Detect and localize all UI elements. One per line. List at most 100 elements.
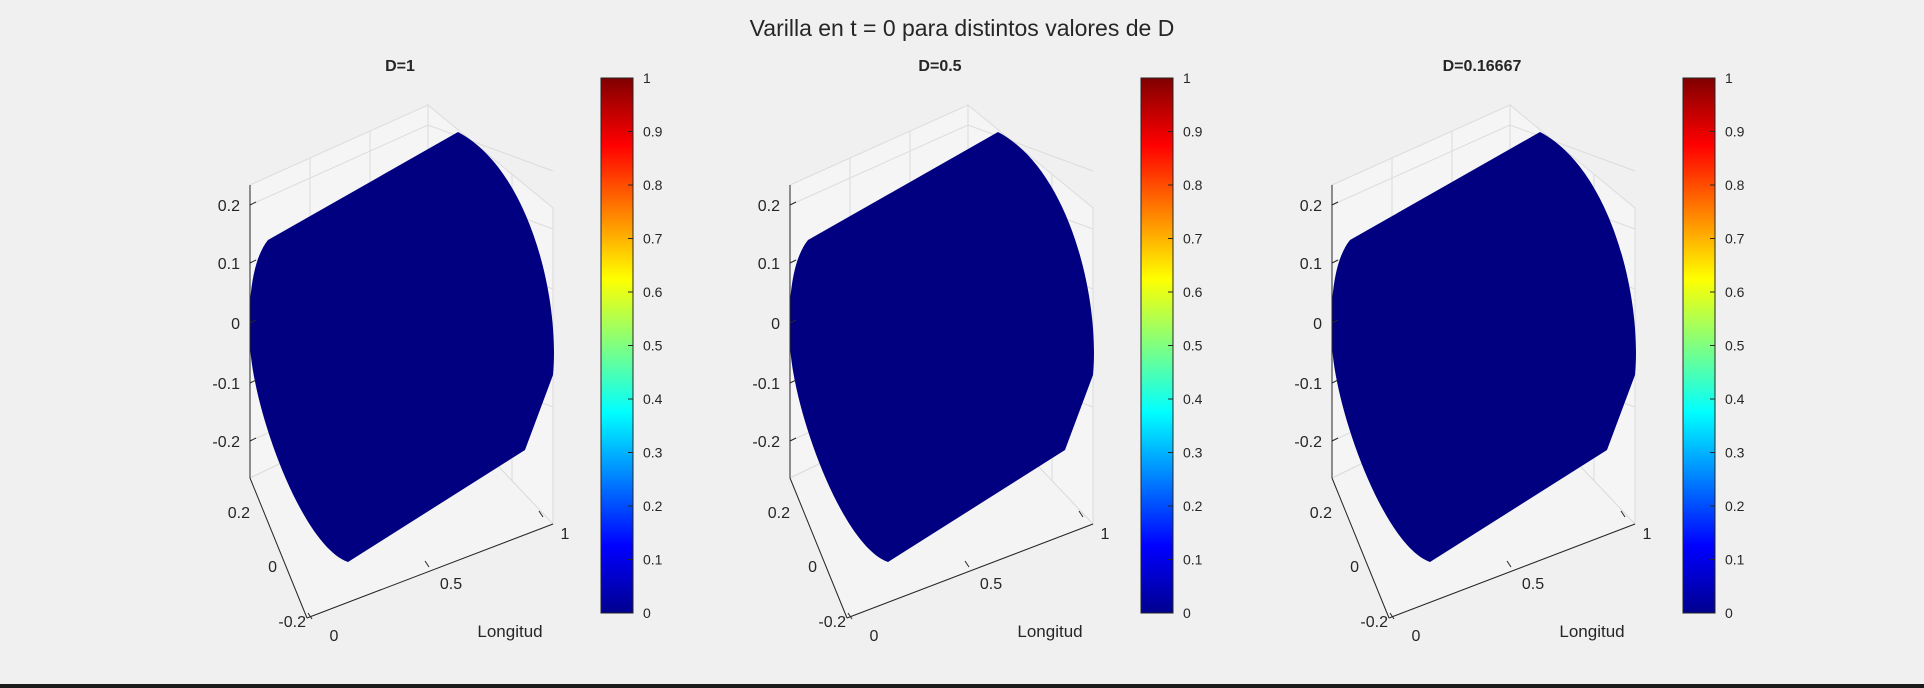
colorbar-tick-label: 0.2 — [1725, 498, 1745, 514]
figure-title: Varilla en t = 0 para distintos valores … — [750, 15, 1175, 41]
z-tick — [1331, 259, 1339, 264]
colorbar-tick-label: 0.8 — [1725, 177, 1745, 193]
z-tick — [789, 201, 797, 206]
colorbar-tick-label: 0.1 — [643, 552, 663, 568]
colorbar-tick-label: 0 — [1725, 605, 1733, 621]
colorbar — [1682, 77, 1716, 614]
z-tick — [249, 437, 257, 442]
x-axis-label: Longitud — [477, 622, 542, 641]
x-tick-label: 1 — [1643, 526, 1652, 543]
x-tick — [847, 612, 853, 620]
colorbar-tick-label: 0.4 — [643, 391, 663, 407]
colorbar-tick-label: 0 — [643, 605, 651, 621]
colorbar-tick-label: 0.6 — [1183, 284, 1203, 300]
colorbar-tick-label: 0.7 — [643, 231, 663, 247]
colorbar-tick-label: 1 — [1725, 70, 1733, 86]
z-tick-label: -0.2 — [212, 434, 240, 451]
subplot-title: D=0.5 — [918, 58, 961, 75]
z-tick-label: 0.2 — [218, 198, 240, 215]
x-tick-label: 0 — [1412, 628, 1421, 645]
colorbar-tick-label: 0.2 — [1183, 498, 1203, 514]
z-tick — [1331, 379, 1339, 384]
colorbar-tick-label: 0.3 — [643, 445, 663, 461]
subplot-1: 0.2 0.1 0 -0.1 -0.2 0.2 0 -0.2 0 0.5 1 Longitud D=1 0… — [212, 58, 662, 645]
colorbar-tick-label: 0.9 — [1183, 124, 1203, 140]
x-tick — [538, 510, 544, 518]
z-tick — [249, 259, 257, 264]
z-tick — [249, 319, 257, 324]
x-axis-label: Longitud — [1017, 622, 1082, 641]
x-axis-line — [846, 523, 1094, 619]
z-tick-label: 0.2 — [758, 198, 780, 215]
x-tick-label: 0 — [870, 628, 879, 645]
colorbar-tick-label: 1 — [1183, 70, 1191, 86]
y-tick-label: 0.2 — [1310, 505, 1332, 522]
z-tick-label: 0.1 — [218, 256, 240, 273]
window-bottom-edge — [0, 684, 1924, 688]
x-tick — [964, 560, 970, 568]
colorbar-tick-label: 0.5 — [1725, 338, 1745, 354]
x-tick-label: 0.5 — [980, 576, 1002, 593]
colorbar-tick-label: 0.8 — [643, 177, 663, 193]
colorbar-tick-label: 0 — [1183, 605, 1191, 621]
z-tick — [249, 201, 257, 206]
x-tick-label: 0.5 — [1522, 576, 1544, 593]
z-tick — [1331, 437, 1339, 442]
x-axis-line — [306, 523, 554, 619]
x-tick-label: 0 — [330, 628, 339, 645]
z-tick — [249, 379, 257, 384]
x-axis-line — [1388, 523, 1636, 619]
grid-line — [1331, 124, 1511, 206]
colorbar-tick-label: 0.2 — [643, 498, 663, 514]
z-tick-label: -0.1 — [212, 376, 240, 393]
y-tick-label: 0 — [808, 559, 817, 576]
x-tick — [424, 560, 430, 568]
y-tick-label: -0.2 — [1360, 614, 1388, 631]
colorbar-tick-label: 0.9 — [1725, 124, 1745, 140]
x-tick — [1506, 560, 1512, 568]
z-tick-label: 0 — [231, 316, 240, 333]
colorbar-tick-label: 0.7 — [1725, 231, 1745, 247]
grid-line — [1509, 124, 1636, 172]
z-tick-label: -0.2 — [752, 434, 780, 451]
z-tick — [1331, 319, 1339, 324]
grid-line — [249, 124, 429, 206]
z-tick — [1331, 201, 1339, 206]
rod-surface — [1331, 132, 1636, 562]
z-tick — [789, 379, 797, 384]
colorbar-tick-label: 0.9 — [643, 124, 663, 140]
y-axis-line — [789, 477, 848, 619]
y-tick-label: 0.2 — [228, 505, 250, 522]
grid-line — [789, 124, 969, 206]
x-tick-label: 1 — [561, 526, 570, 543]
colorbar-tick-label: 0.1 — [1725, 552, 1745, 568]
subplot-3: 0.2 0.1 0 -0.1 -0.2 0.2 0 -0.2 0 0.5 1 Longitud D=0.… — [1294, 58, 1744, 645]
z-tick — [789, 437, 797, 442]
y-tick-label: -0.2 — [818, 614, 846, 631]
z-tick — [789, 319, 797, 324]
x-tick — [1078, 510, 1084, 518]
y-tick-label: -0.2 — [278, 614, 306, 631]
z-tick-label: -0.1 — [1294, 376, 1322, 393]
y-tick-label: 0.2 — [768, 505, 790, 522]
x-tick — [1389, 612, 1395, 620]
subplot-title: D=0.16667 — [1443, 58, 1522, 75]
grid-line — [967, 124, 1094, 172]
x-axis-label: Longitud — [1559, 622, 1624, 641]
z-tick-label: -0.1 — [752, 376, 780, 393]
x-tick-label: 0.5 — [440, 576, 462, 593]
colorbar-tick-label: 0.3 — [1183, 445, 1203, 461]
colorbar-tick-label: 0.6 — [643, 284, 663, 300]
colorbar-tick-label: 0.5 — [643, 338, 663, 354]
subplot-title: D=1 — [385, 58, 415, 75]
z-tick-label: 0.1 — [1300, 256, 1322, 273]
colorbar-tick-label: 0.4 — [1183, 391, 1203, 407]
y-tick-label: 0 — [268, 559, 277, 576]
rod-surface — [789, 132, 1094, 562]
colorbar-tick-label: 0.3 — [1725, 445, 1745, 461]
grid-line — [427, 124, 554, 172]
colorbar-tick-label: 0.4 — [1725, 391, 1745, 407]
colorbar-tick-label: 0.7 — [1183, 231, 1203, 247]
z-tick-label: -0.2 — [1294, 434, 1322, 451]
